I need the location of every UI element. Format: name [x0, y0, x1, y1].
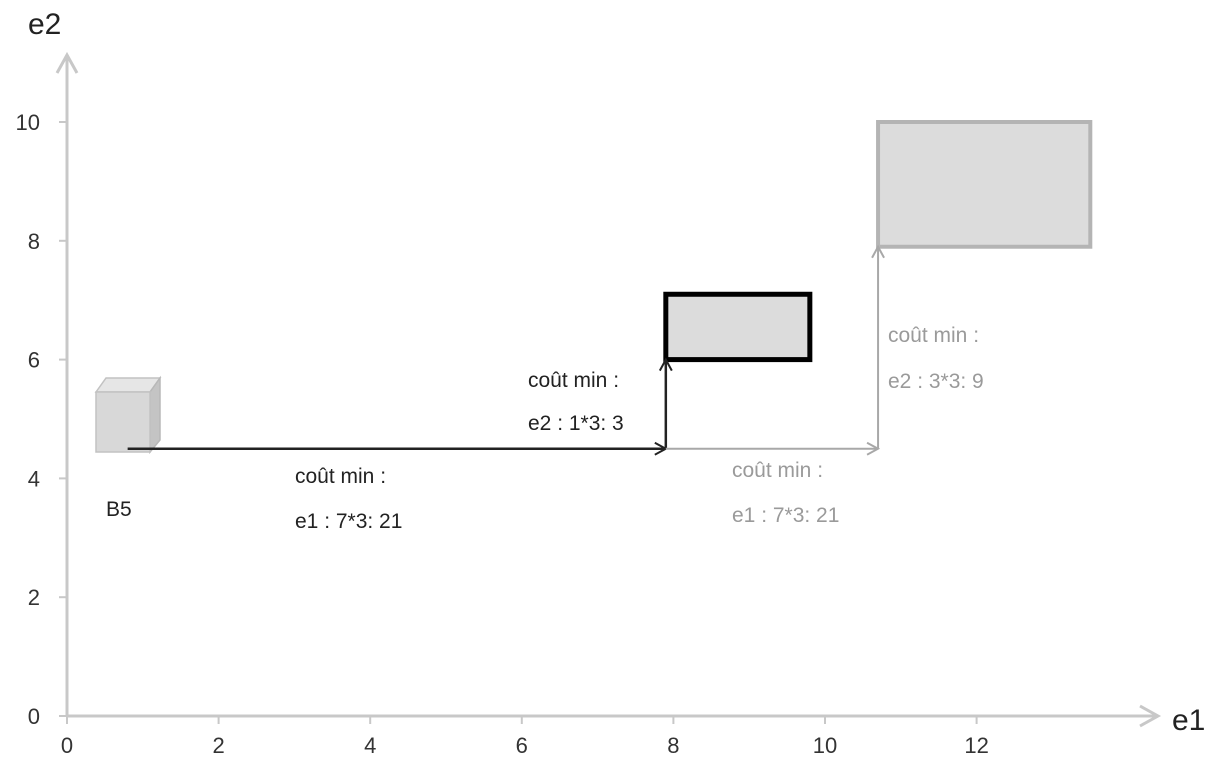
- box-far: [876, 120, 1093, 249]
- y-axis-ticks: 0 2 4 6 8 10: [16, 110, 67, 729]
- y-tick-label: 0: [28, 704, 40, 729]
- y-tick-label: 2: [28, 585, 40, 610]
- cost-e1-dark-line1: coût min :: [295, 465, 386, 488]
- x-tick-label: 8: [667, 733, 679, 758]
- y-tick-label: 6: [28, 348, 40, 373]
- x-tick-label: 2: [212, 733, 224, 758]
- y-tick-label: 4: [28, 466, 40, 491]
- cost-e2-light-line1: coût min :: [888, 324, 979, 347]
- x-tick-label: 6: [516, 733, 528, 758]
- cost-e2-dark-line1: coût min :: [528, 369, 619, 392]
- arrows-layer: [127, 247, 878, 449]
- start-block-b5: [94, 375, 162, 455]
- b5-label: B5: [106, 498, 132, 521]
- boxes-layer: [663, 120, 1093, 363]
- y-axis-label: e2: [28, 8, 61, 41]
- y-tick-label: 10: [16, 110, 40, 135]
- x-tick-label: 4: [364, 733, 376, 758]
- y-tick-label: 8: [28, 229, 40, 254]
- x-axis-label: e1: [1172, 704, 1205, 737]
- cost-e1-dark-line2: e1 : 7*3: 21: [295, 510, 402, 533]
- x-tick-label: 12: [964, 733, 988, 758]
- cost-e2-light-line2: e2 : 3*3: 9: [888, 370, 984, 393]
- cost-e1-light-line2: e1 : 7*3: 21: [732, 504, 839, 527]
- cost-e2-dark-line2: e2 : 1*3: 3: [528, 412, 624, 435]
- x-tick-label: 0: [61, 733, 73, 758]
- box-highlighted: [663, 291, 813, 363]
- cost-e1-light-line1: coût min :: [732, 459, 823, 482]
- x-axis-ticks: 0 2 4 6 8 10 12: [61, 716, 989, 758]
- x-tick-label: 10: [813, 733, 837, 758]
